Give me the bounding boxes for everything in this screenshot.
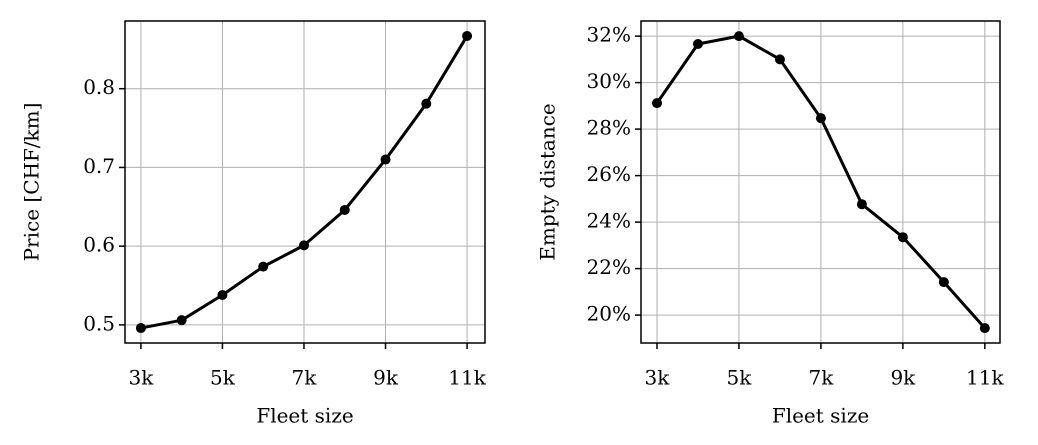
data-point <box>979 323 990 334</box>
data-point <box>462 30 473 41</box>
x-tick-label: 11k <box>448 366 486 390</box>
data-point <box>692 39 703 50</box>
data-point <box>135 323 146 334</box>
y-axis-label: Empty distance <box>536 103 560 260</box>
data-point <box>380 154 391 165</box>
y-axis-label: Price [CHF/km] <box>20 103 44 262</box>
x-tick-label: 9k <box>890 366 916 390</box>
data-point <box>815 113 826 124</box>
y-tick-label: 0.8 <box>83 75 115 99</box>
data-point <box>339 204 350 215</box>
y-tick-label: 28% <box>587 116 631 140</box>
data-point <box>258 261 269 272</box>
y-tick-label: 30% <box>587 69 631 93</box>
y-tick-label: 26% <box>587 162 631 186</box>
data-point <box>733 31 744 42</box>
y-tick-label: 24% <box>587 209 631 233</box>
data-point <box>421 98 432 109</box>
x-tick-label: 11k <box>966 366 1004 390</box>
data-point <box>298 240 309 251</box>
data-point <box>938 277 949 288</box>
data-point <box>774 54 785 65</box>
x-tick-label: 3k <box>128 366 154 390</box>
x-tick-label: 5k <box>210 366 236 390</box>
plot-frame <box>640 20 1001 344</box>
x-tick-label: 7k <box>292 366 318 390</box>
data-point <box>651 98 662 109</box>
x-axis-label: Fleet size <box>256 404 353 428</box>
y-tick-label: 22% <box>587 255 631 279</box>
x-tick-label: 5k <box>727 366 753 390</box>
x-axis-label: Fleet size <box>772 404 869 428</box>
data-point <box>856 199 867 210</box>
data-point <box>217 289 228 300</box>
y-tick-label: 0.6 <box>83 233 115 257</box>
y-tick-label: 20% <box>587 302 631 326</box>
y-tick-label: 32% <box>587 23 631 47</box>
y-tick-label: 0.7 <box>83 154 115 178</box>
plot-frame <box>124 20 486 344</box>
x-tick-label: 3k <box>645 366 671 390</box>
data-point <box>176 315 187 326</box>
x-tick-label: 7k <box>808 366 834 390</box>
data-point <box>897 232 908 243</box>
y-tick-label: 0.5 <box>83 311 115 335</box>
x-tick-label: 9k <box>373 366 399 390</box>
